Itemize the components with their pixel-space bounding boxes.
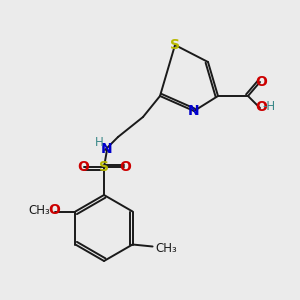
Text: O: O [119,160,131,174]
Text: H: H [94,136,103,149]
Text: O: O [49,203,60,218]
Text: CH₃: CH₃ [156,242,178,255]
Text: O: O [77,160,89,174]
Text: CH₃: CH₃ [28,204,50,217]
Text: O: O [255,100,267,114]
Text: S: S [99,160,109,174]
Text: -H: -H [262,100,276,113]
Text: S: S [170,38,180,52]
Text: N: N [101,142,113,156]
Text: O: O [255,75,267,89]
Text: N: N [188,104,200,118]
